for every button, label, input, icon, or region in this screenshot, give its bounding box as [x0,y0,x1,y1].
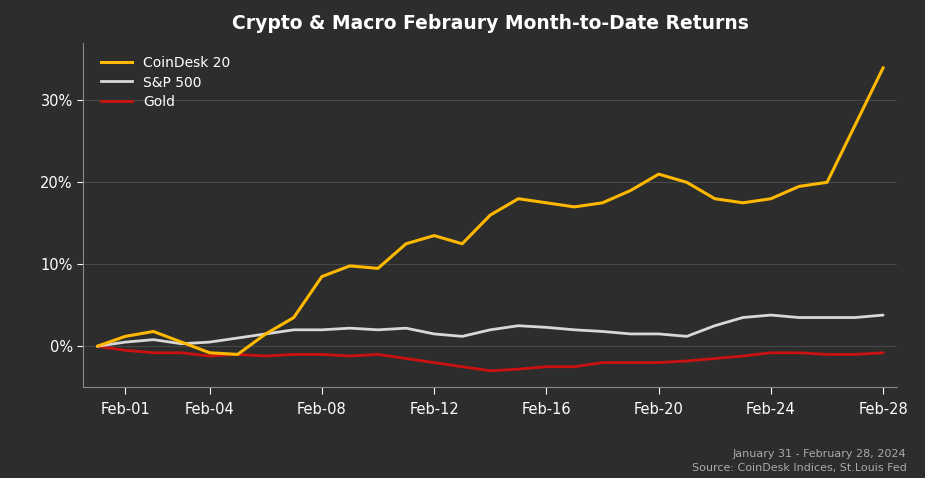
Title: Crypto & Macro Febraury Month-to-Date Returns: Crypto & Macro Febraury Month-to-Date Re… [232,14,748,33]
Gold [373,351,384,357]
S&P 500 [878,312,889,318]
Line: S&P 500: S&P 500 [97,315,883,346]
S&P 500 [512,323,524,328]
CoinDesk 20 [569,204,580,210]
Gold [512,366,524,372]
CoinDesk 20 [289,315,300,320]
Gold [428,360,439,366]
CoinDesk 20 [765,196,776,202]
CoinDesk 20 [849,122,860,128]
Gold [681,358,692,364]
S&P 500 [92,343,103,349]
Gold [569,364,580,369]
CoinDesk 20 [204,350,216,356]
S&P 500 [794,315,805,320]
Gold [344,353,355,359]
S&P 500 [541,325,552,330]
Gold [878,350,889,356]
Gold [597,360,608,366]
CoinDesk 20 [485,212,496,218]
S&P 500 [765,312,776,318]
CoinDesk 20 [401,241,412,247]
CoinDesk 20 [316,274,327,280]
CoinDesk 20 [681,179,692,185]
Gold [849,351,860,357]
Line: CoinDesk 20: CoinDesk 20 [97,67,883,354]
Text: January 31 - February 28, 2024
Source: CoinDesk Indices, St.Louis Fed: January 31 - February 28, 2024 Source: C… [692,449,906,473]
CoinDesk 20 [512,196,524,202]
Gold [316,351,327,357]
Gold [625,360,636,366]
S&P 500 [260,331,271,337]
S&P 500 [821,315,832,320]
Gold [485,368,496,374]
S&P 500 [737,315,748,320]
CoinDesk 20 [878,65,889,70]
Gold [204,353,216,359]
S&P 500 [849,315,860,320]
CoinDesk 20 [148,328,159,334]
CoinDesk 20 [597,200,608,206]
S&P 500 [373,327,384,333]
CoinDesk 20 [794,184,805,189]
Line: Gold: Gold [97,346,883,371]
CoinDesk 20 [821,179,832,185]
CoinDesk 20 [653,171,664,177]
S&P 500 [681,334,692,339]
Gold [289,351,300,357]
Gold [457,364,468,369]
S&P 500 [709,323,721,328]
CoinDesk 20 [625,188,636,194]
S&P 500 [653,331,664,337]
Gold [120,348,131,353]
CoinDesk 20 [232,351,243,357]
S&P 500 [232,335,243,341]
Gold [92,343,103,349]
S&P 500 [457,334,468,339]
Gold [260,353,271,359]
CoinDesk 20 [428,233,439,239]
S&P 500 [597,328,608,334]
S&P 500 [204,339,216,345]
S&P 500 [176,341,187,347]
CoinDesk 20 [344,263,355,269]
CoinDesk 20 [737,200,748,206]
Gold [737,353,748,359]
CoinDesk 20 [260,331,271,337]
S&P 500 [485,327,496,333]
S&P 500 [428,331,439,337]
S&P 500 [625,331,636,337]
S&P 500 [148,337,159,343]
S&P 500 [289,327,300,333]
Gold [401,356,412,361]
Gold [794,350,805,356]
Gold [541,364,552,369]
CoinDesk 20 [92,343,103,349]
S&P 500 [569,327,580,333]
Gold [709,356,721,361]
S&P 500 [316,327,327,333]
CoinDesk 20 [120,334,131,339]
CoinDesk 20 [709,196,721,202]
CoinDesk 20 [176,339,187,345]
Gold [765,350,776,356]
Gold [653,360,664,366]
S&P 500 [401,326,412,331]
Gold [232,351,243,357]
Gold [176,350,187,356]
CoinDesk 20 [541,200,552,206]
Gold [148,350,159,356]
CoinDesk 20 [373,265,384,271]
S&P 500 [120,339,131,345]
Legend: CoinDesk 20, S&P 500, Gold: CoinDesk 20, S&P 500, Gold [98,54,233,112]
Gold [821,351,832,357]
S&P 500 [344,326,355,331]
CoinDesk 20 [457,241,468,247]
